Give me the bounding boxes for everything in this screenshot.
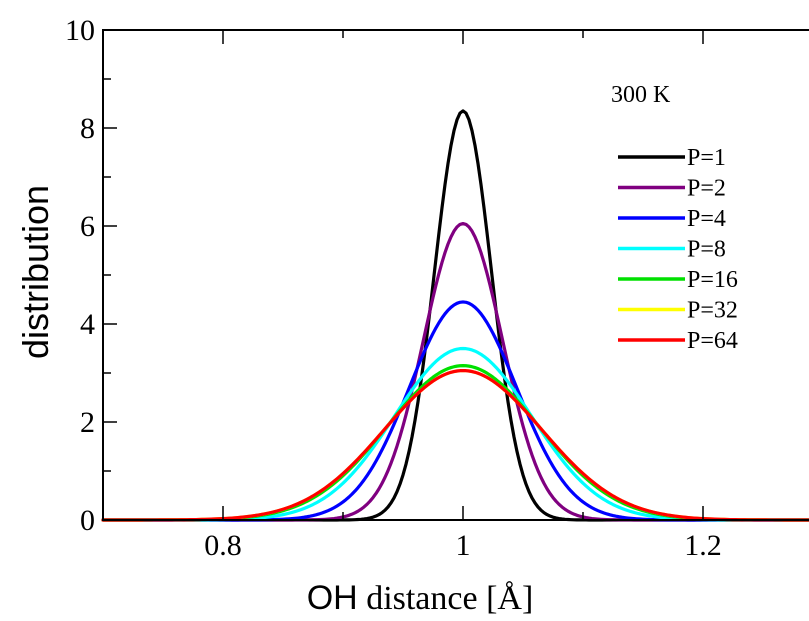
x-tick-label-1: 1 (456, 529, 471, 562)
temperature-annotation: 300 K (611, 82, 671, 108)
x-axis-label-rest: distance [Å] (358, 580, 534, 617)
series-line-5 (101, 364, 809, 522)
x-tick-label-2: 1.2 (684, 529, 722, 562)
legend-label-3: P=4 (687, 206, 726, 232)
series-line-7 (101, 368, 809, 522)
legend-label-4: P=8 (687, 237, 726, 263)
x-axis-label-main: OH (307, 579, 358, 617)
legend-label-5: P=16 (687, 267, 738, 293)
y-tick-label-3: 6 (80, 210, 95, 243)
x-tick-label-0: 0.8 (204, 529, 242, 562)
series-line-6 (101, 368, 809, 522)
legend: P=1 P=2 P=4 P=8 P=16 P=32 P=64 (618, 145, 738, 354)
y-tick-label-2: 4 (80, 308, 95, 341)
y-tick-label-1: 2 (80, 406, 95, 439)
y-axis-label: distribution (15, 185, 56, 359)
legend-label-6: P=32 (687, 298, 738, 324)
series-line-4 (101, 346, 809, 522)
y-tick-label-5: 10 (65, 14, 95, 47)
y-tick-label-0: 0 (80, 504, 95, 537)
x-axis-label: OH distance [Å] (307, 579, 534, 617)
axis-ticks (103, 29, 704, 521)
y-tick-label-4: 8 (80, 112, 95, 145)
legend-label-2: P=2 (687, 176, 726, 202)
legend-label-7: P=64 (687, 328, 738, 354)
tick-labels: 0.8 1 1.2 0 2 4 6 8 10 (65, 14, 722, 562)
legend-label-1: P=1 (687, 145, 726, 171)
